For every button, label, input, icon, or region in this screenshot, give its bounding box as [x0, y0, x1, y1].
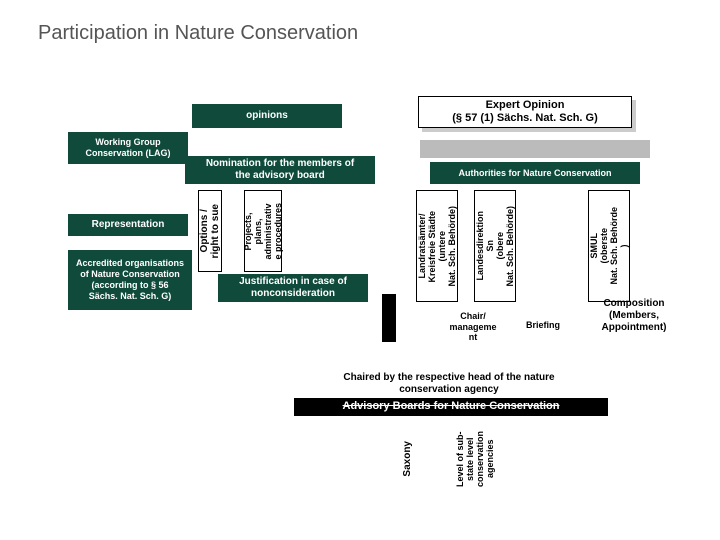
working-group-box: Working GroupConservation (LAG) — [68, 132, 188, 164]
justification-label: Justification in case ofnonconsideration — [239, 276, 347, 300]
projects-label: Projects,plans,administrative procedures — [243, 203, 283, 260]
landrat-label: Landratsämter/Kreisfreie Städte(untereNa… — [417, 206, 457, 287]
briefing-box: Briefing — [516, 316, 570, 334]
accredited-label: Accredited organisationsof Nature Conser… — [76, 258, 184, 301]
briefing-label: Briefing — [526, 320, 560, 331]
landesdir-vbox: LandesdirektionSn(obereNat. Sch. Behörde… — [474, 190, 516, 302]
advisory-boards-label: Advisory Boards for Nature Conservation — [343, 400, 560, 413]
saxony-vbox: Saxony — [398, 424, 416, 494]
smul-label: SMUL(obersteNat. Sch. Behörde) — [589, 207, 629, 285]
composition-box: Composition(Members,Appointment) — [588, 296, 680, 336]
nomination-box: Nomination for the members ofthe advisor… — [185, 156, 375, 184]
opinions-box: opinions — [192, 104, 342, 128]
opinions-label: opinions — [246, 110, 288, 122]
options-vbox: Options /right to sue — [198, 190, 222, 272]
accredited-box: Accredited organisationsof Nature Conser… — [68, 250, 192, 310]
black-small-vbox — [382, 294, 396, 342]
page-title: Participation in Nature Conservation — [38, 22, 358, 45]
saxony-label: Saxony — [402, 441, 413, 477]
working-group-label: Working GroupConservation (LAG) — [85, 137, 170, 159]
chair-box: Chair/management — [442, 310, 504, 344]
landrat-vbox: Landratsämter/Kreisfreie Städte(untereNa… — [416, 190, 458, 302]
projects-vbox: Projects,plans,administrative procedures — [244, 190, 282, 272]
expert-opinion-box: Expert Opinion(§ 57 (1) Sächs. Nat. Sch.… — [418, 96, 632, 128]
expert-opinion-label: Expert Opinion(§ 57 (1) Sächs. Nat. Sch.… — [452, 99, 598, 125]
nomination-label: Nomination for the members ofthe advisor… — [206, 158, 354, 182]
advisory-boards-box: Advisory Boards for Nature Conservation — [294, 398, 608, 416]
landesdir-label: LandesdirektionSn(obereNat. Sch. Behörde… — [475, 206, 515, 287]
chair-label: Chair/management — [449, 311, 496, 343]
authorities-shadow — [420, 140, 650, 158]
composition-label: Composition(Members,Appointment) — [602, 298, 667, 334]
options-label: Options /right to sue — [199, 204, 221, 258]
representation-box: Representation — [68, 214, 188, 236]
authorities-box: Authorities for Nature Conservation — [430, 162, 640, 184]
chaired-by-box: Chaired by the respective head of the na… — [304, 370, 594, 398]
justification-box: Justification in case ofnonconsideration — [218, 274, 368, 302]
smul-vbox: SMUL(obersteNat. Sch. Behörde) — [588, 190, 630, 302]
authorities-label: Authorities for Nature Conservation — [458, 168, 611, 179]
representation-label: Representation — [92, 219, 165, 231]
level-sub-label: Level of sub-state levelconservationagen… — [455, 431, 495, 487]
level-sub-vbox: Level of sub-state levelconservationagen… — [456, 424, 494, 494]
chaired-by-label: Chaired by the respective head of the na… — [343, 372, 554, 396]
